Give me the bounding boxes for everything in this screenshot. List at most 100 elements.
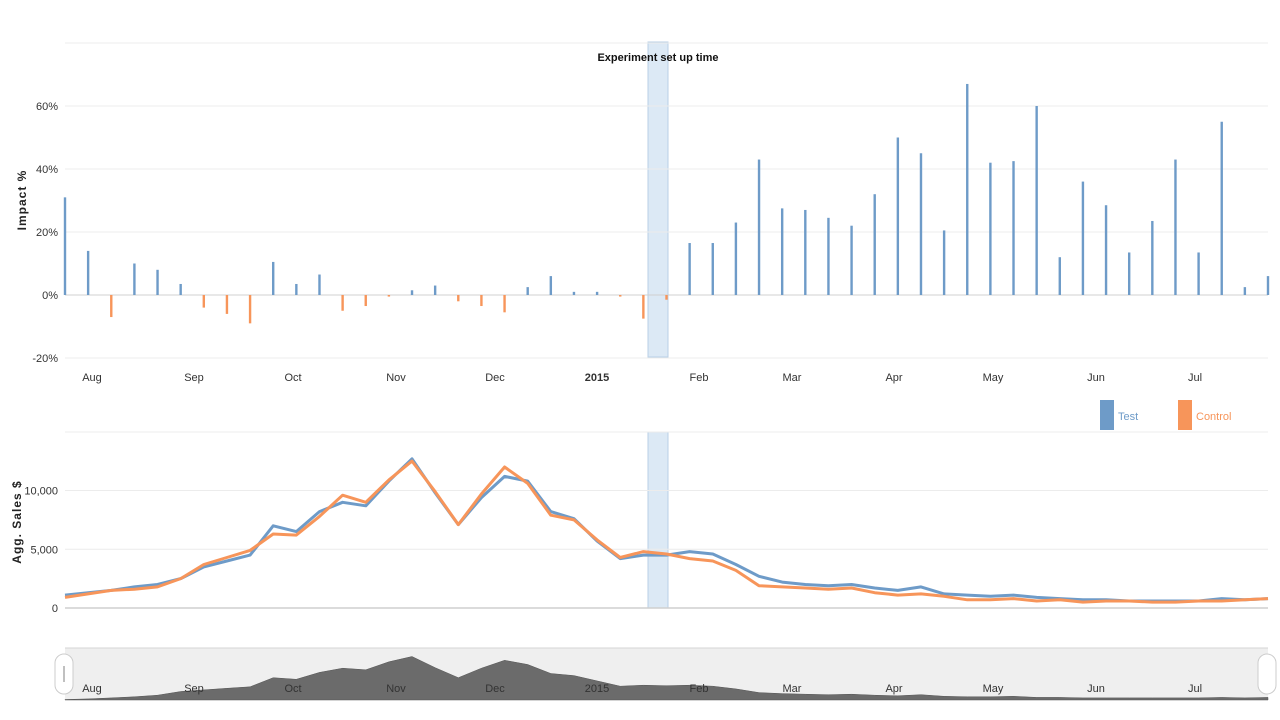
navigator-x-tick: Jun <box>1087 683 1105 695</box>
impact-bar-control[interactable] <box>480 295 483 307</box>
impact-x-tick: Jun <box>1087 372 1105 384</box>
impact-bar-test[interactable] <box>1266 276 1270 295</box>
impact-bar-test[interactable] <box>850 225 853 295</box>
impact-bar-test[interactable] <box>919 153 923 295</box>
legend-label-test[interactable]: Test <box>1118 411 1138 423</box>
navigator-area <box>64 656 1269 701</box>
impact-bar-test[interactable] <box>1081 181 1085 295</box>
impact-bar-test[interactable] <box>896 137 900 296</box>
impact-y-tick: 20% <box>36 227 58 239</box>
sales-chart: 0 5,000 10,000 <box>24 431 1269 615</box>
impact-bar-test[interactable] <box>1012 161 1015 295</box>
impact-bar-test[interactable] <box>942 230 946 295</box>
impact-y-tick: 60% <box>36 101 58 113</box>
sales-y-tick: 0 <box>52 603 58 615</box>
impact-bar-test[interactable] <box>1197 252 1200 295</box>
impact-x-tick: 2015 <box>585 372 609 384</box>
impact-x-tick: Oct <box>284 372 301 384</box>
impact-bar-test[interactable] <box>156 269 159 295</box>
impact-bar-control[interactable] <box>364 295 367 307</box>
impact-x-tick: Mar <box>783 372 802 384</box>
impact-bar-test[interactable] <box>688 243 691 295</box>
impact-bar-test[interactable] <box>989 162 992 295</box>
impact-x-tick: Dec <box>485 372 505 384</box>
impact-bar-test[interactable] <box>1127 252 1131 295</box>
impact-bar-test[interactable] <box>780 208 784 295</box>
impact-bar-test[interactable] <box>318 274 321 295</box>
impact-bar-test[interactable] <box>549 276 553 295</box>
impact-chart: -20% 0% 20% 40% 60% Aug Sep Oct Nov Dec 2015 Feb Mar… <box>32 41 1270 384</box>
impact-bar-control[interactable] <box>341 295 344 311</box>
navigator-x-tick: Oct <box>284 683 301 695</box>
impact-bar-test[interactable] <box>966 83 969 295</box>
impact-bar-control[interactable] <box>457 295 460 302</box>
impact-bar-test[interactable] <box>133 263 136 296</box>
sales-line-control[interactable] <box>64 459 1269 604</box>
navigator-x-tick: Aug <box>82 683 102 695</box>
impact-bar-test[interactable] <box>1151 220 1154 295</box>
impact-bar-test[interactable] <box>572 291 576 295</box>
impact-bar-test[interactable] <box>1243 287 1247 295</box>
impact-bar-control[interactable] <box>387 295 391 297</box>
impact-bar-test[interactable] <box>734 222 738 295</box>
impact-bar-test[interactable] <box>295 283 298 295</box>
impact-y-tick: 40% <box>36 164 58 176</box>
impact-bar-test[interactable] <box>1174 159 1177 295</box>
experiment-highlight-band-sales <box>647 431 669 609</box>
impact-bar-test[interactable] <box>1220 121 1223 295</box>
impact-bar-control[interactable] <box>202 295 206 308</box>
sales-axis-title: Agg. Sales $ <box>10 480 24 563</box>
impact-bar-test[interactable] <box>410 290 414 295</box>
impact-bar-test[interactable] <box>526 287 529 295</box>
impact-bar-test[interactable] <box>827 217 830 295</box>
impact-bar-test[interactable] <box>1035 106 1038 295</box>
impact-x-tick: Apr <box>885 372 902 384</box>
navigator-right-handle[interactable] <box>1257 653 1277 695</box>
impact-bar-test[interactable] <box>1058 257 1061 295</box>
navigator-x-tick: Apr <box>885 683 902 695</box>
impact-axis-title: Impact % <box>15 170 29 231</box>
navigator-x-tick: May <box>983 683 1004 695</box>
impact-y-tick: -20% <box>32 353 58 365</box>
impact-bar-control[interactable] <box>110 295 113 318</box>
navigator-x-tick: Sep <box>184 683 204 695</box>
impact-bar-test[interactable] <box>272 261 275 295</box>
impact-bar-control[interactable] <box>665 295 668 300</box>
impact-bar-test[interactable] <box>86 250 90 295</box>
impact-x-tick: Aug <box>82 372 102 384</box>
impact-bar-test[interactable] <box>873 194 876 295</box>
impact-bar-test[interactable] <box>63 197 67 295</box>
legend-swatch-control[interactable] <box>1178 400 1192 430</box>
impact-bar-test[interactable] <box>711 243 714 295</box>
navigator-x-tick: Mar <box>783 683 802 695</box>
impact-bar-control[interactable] <box>503 295 506 313</box>
impact-bar-test[interactable] <box>757 159 761 295</box>
navigator-x-tick: Dec <box>485 683 505 695</box>
impact-bar-test[interactable] <box>1104 205 1108 295</box>
impact-bar-test[interactable] <box>433 285 437 295</box>
impact-x-tick: Feb <box>690 372 709 384</box>
legend-label-control[interactable]: Control <box>1196 411 1231 423</box>
impact-bar-test[interactable] <box>179 283 182 295</box>
impact-bar-control[interactable] <box>642 295 645 319</box>
impact-x-tick: Nov <box>386 372 406 384</box>
impact-bar-control[interactable] <box>225 295 229 314</box>
legend: Test Control <box>1100 400 1231 430</box>
impact-y-tick: 0% <box>42 290 58 302</box>
legend-swatch-test[interactable] <box>1100 400 1114 430</box>
impact-x-tick: Jul <box>1188 372 1202 384</box>
navigator[interactable]: Aug Sep Oct Nov Dec 2015 Feb Mar Apr May Jun Jul <box>54 647 1277 701</box>
impact-x-tick: May <box>983 372 1004 384</box>
impact-bar-test[interactable] <box>804 209 807 295</box>
sales-y-tick: 10,000 <box>24 486 58 498</box>
impact-bar-control[interactable] <box>248 295 252 324</box>
experiment-highlight-band <box>647 41 669 358</box>
navigator-x-tick: Nov <box>386 683 406 695</box>
navigator-x-tick: Feb <box>690 683 709 695</box>
impact-x-tick: Sep <box>184 372 204 384</box>
impact-bar-test[interactable] <box>595 291 599 295</box>
impact-bar-control[interactable] <box>619 295 622 297</box>
experiment-annotation: Experiment set up time <box>597 52 718 64</box>
sales-y-tick: 5,000 <box>30 544 58 556</box>
